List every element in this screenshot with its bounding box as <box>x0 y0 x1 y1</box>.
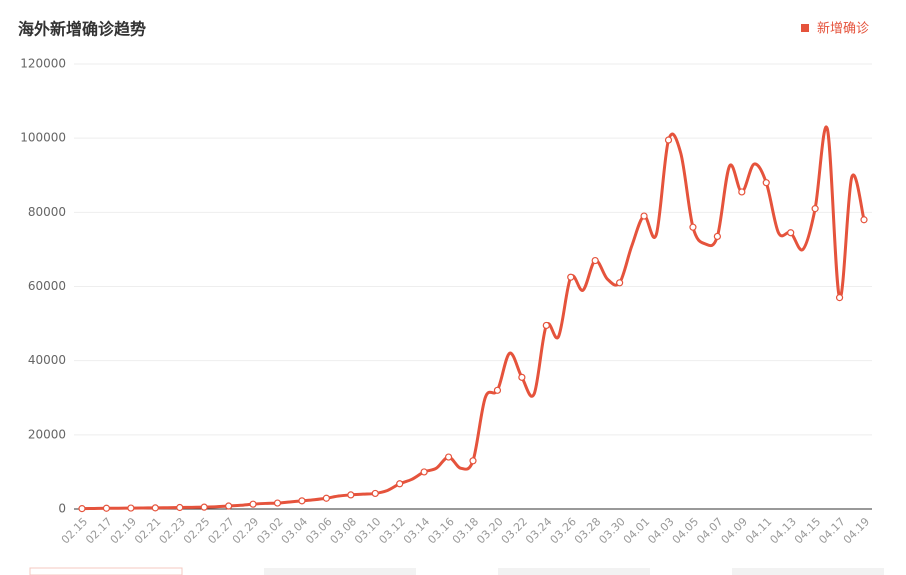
point <box>420 468 428 476</box>
x-tick-label: 04.01 <box>621 515 652 546</box>
point <box>371 489 379 498</box>
point <box>616 279 624 287</box>
point <box>493 386 502 394</box>
x-tick-label: 03.20 <box>474 515 505 546</box>
x-tick-label: 02.25 <box>181 515 212 546</box>
x-tick-label: 03.26 <box>548 515 579 546</box>
x-tick-label: 04.03 <box>645 515 676 546</box>
point <box>469 457 477 465</box>
y-tick-label: 40000 <box>28 353 66 367</box>
point <box>713 232 721 241</box>
point <box>249 500 257 508</box>
x-tick-label: 02.19 <box>108 515 139 546</box>
point <box>298 497 306 505</box>
y-tick-label: 20000 <box>28 427 66 441</box>
y-tick-label: 120000 <box>20 57 66 71</box>
point <box>542 321 550 330</box>
line <box>81 125 866 511</box>
x-tick-label: 04.15 <box>792 515 823 546</box>
point <box>151 504 159 512</box>
point <box>591 256 599 265</box>
point <box>396 480 404 488</box>
legend-swatch <box>801 24 809 32</box>
x-tick-label: 04.19 <box>841 515 872 546</box>
tab[interactable] <box>498 568 650 575</box>
x-tick-label: 03.10 <box>352 515 383 546</box>
point <box>860 216 868 224</box>
x-tick-label: 02.27 <box>205 515 236 546</box>
x-tick-label: 02.23 <box>157 515 188 546</box>
point <box>347 491 355 499</box>
point <box>78 505 86 513</box>
y-tick-label: 60000 <box>28 279 66 293</box>
point <box>200 503 208 511</box>
x-tick-label: 03.08 <box>328 515 359 546</box>
point <box>689 223 697 231</box>
point <box>176 503 184 512</box>
point <box>640 212 648 220</box>
tab[interactable] <box>732 568 884 575</box>
x-tick-label: 03.06 <box>303 515 334 546</box>
x-tick-label: 02.17 <box>83 515 114 546</box>
x-tick-label: 03.04 <box>279 515 310 546</box>
x-tick-label: 04.05 <box>670 515 701 546</box>
x-tick-label: 03.02 <box>254 515 285 546</box>
point <box>567 273 575 281</box>
x-tick-label: 04.13 <box>767 515 798 546</box>
point <box>811 205 819 213</box>
tab[interactable] <box>264 568 416 575</box>
x-tick-label: 03.12 <box>376 515 407 546</box>
point <box>518 373 526 381</box>
chart-title: 海外新增确诊趋势 <box>18 20 146 39</box>
point <box>273 499 282 507</box>
point <box>787 229 795 237</box>
x-tick-label: 03.30 <box>596 515 627 546</box>
point <box>738 188 746 196</box>
x-tick-label: 03.28 <box>572 515 603 546</box>
point <box>444 453 453 461</box>
x-tick-label: 02.29 <box>230 515 261 546</box>
x-tick-label: 02.21 <box>132 515 163 546</box>
x-tick-label: 04.09 <box>719 515 750 546</box>
point <box>835 294 844 302</box>
y-tick-label: 0 <box>58 502 66 516</box>
x-tick-label: 02.15 <box>59 515 90 546</box>
point <box>102 504 111 512</box>
y-tick-label: 80000 <box>28 205 66 219</box>
x-tick-label: 03.22 <box>499 515 530 546</box>
x-tick-label: 04.07 <box>694 515 725 546</box>
x-tick-label: 03.18 <box>450 515 481 546</box>
x-tick-label: 04.11 <box>743 515 774 546</box>
tab[interactable] <box>29 567 183 575</box>
x-tick-label: 03.16 <box>425 515 456 546</box>
y-tick-label: 100000 <box>20 131 66 145</box>
x-tick-label: 03.24 <box>523 515 554 546</box>
point <box>127 504 135 512</box>
point <box>322 494 330 502</box>
x-tick-label: 04.17 <box>816 515 847 546</box>
legend-label: 新增确诊 <box>817 21 869 37</box>
point <box>225 502 233 510</box>
x-tick-label: 03.14 <box>401 515 432 546</box>
point <box>762 179 770 187</box>
point <box>664 136 673 144</box>
